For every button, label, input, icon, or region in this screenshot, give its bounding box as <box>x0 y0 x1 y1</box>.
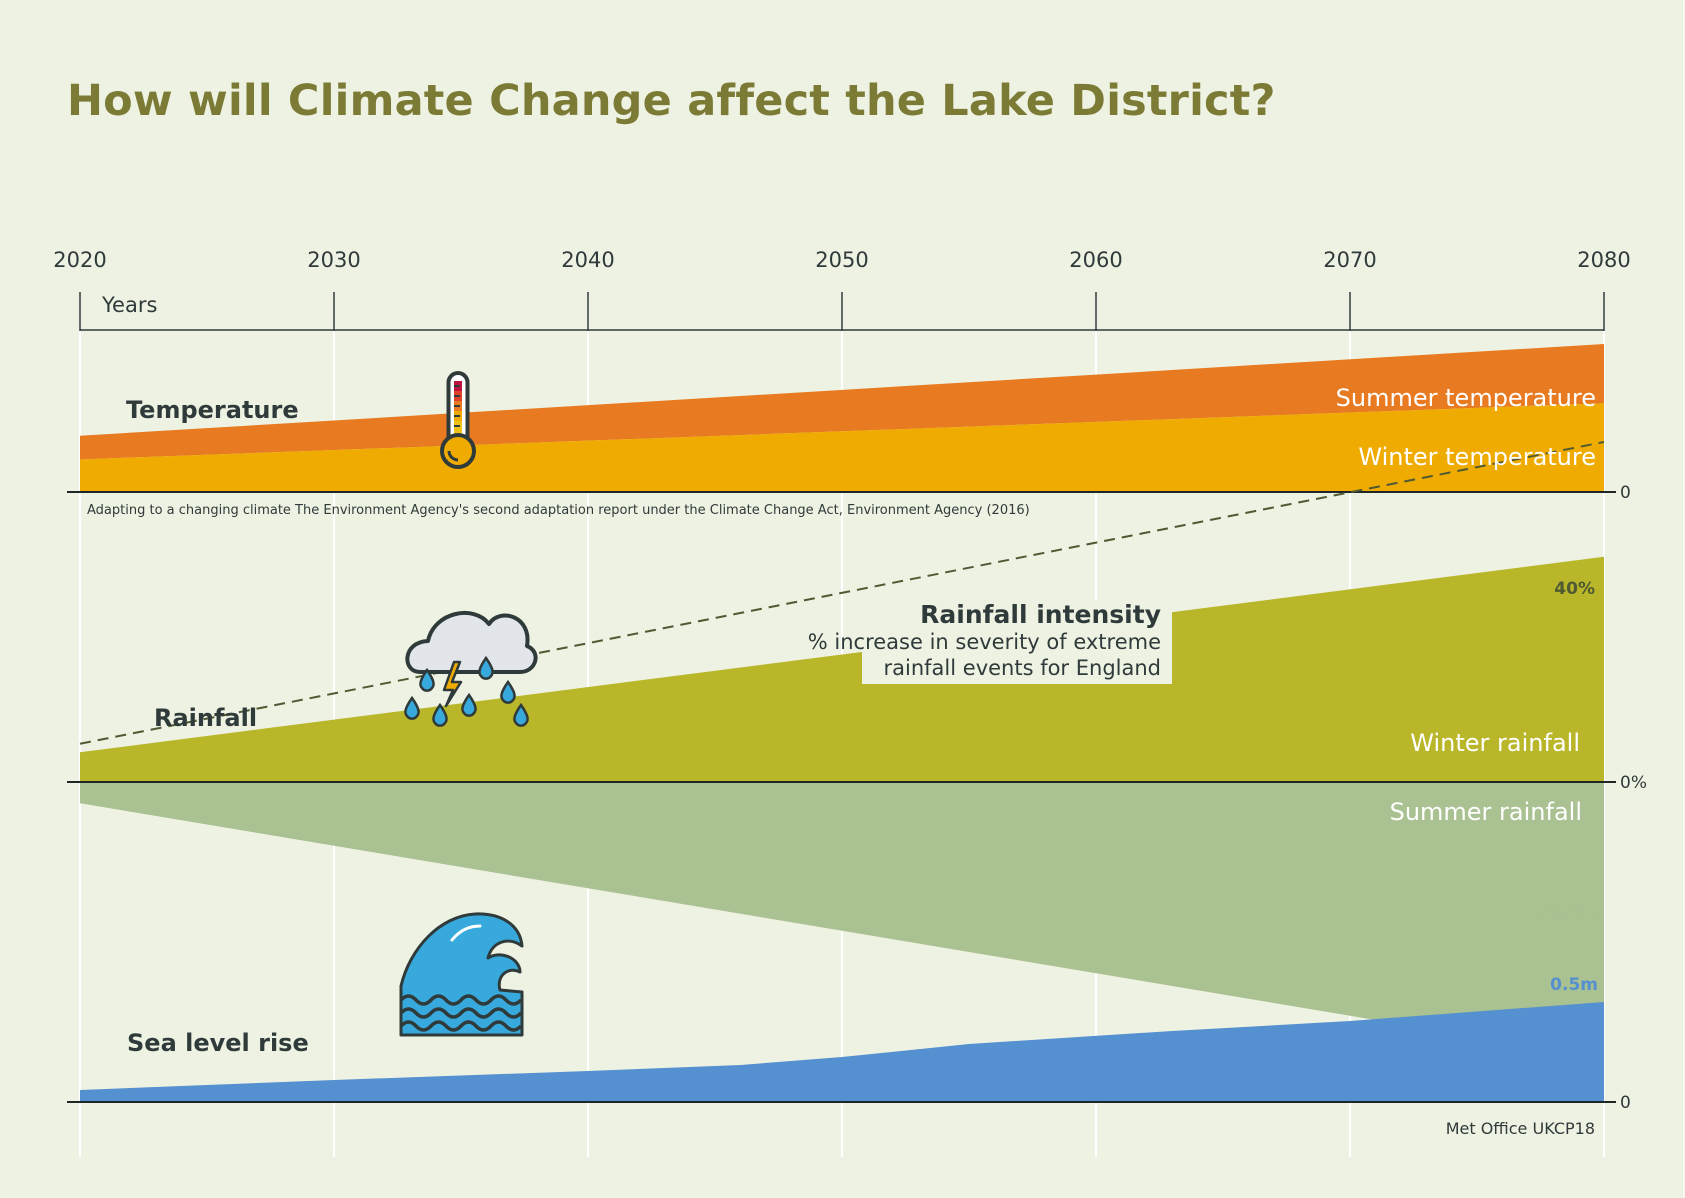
sea-level-source: Met Office UKCP18 <box>1446 1119 1595 1138</box>
summer-rainfall-label: Summer rainfall <box>1390 798 1582 826</box>
data-areas <box>80 344 1604 1102</box>
temperature-max-label: +5° <box>1567 343 1602 363</box>
sea-level-zero-label: 0 <box>1620 1093 1631 1113</box>
rainfall-zero-label: 0% <box>1620 773 1647 793</box>
temperature-source: Adapting to a changing climate The Envir… <box>87 503 1030 518</box>
summer-rainfall-min-label: -32.5% <box>1532 905 1598 925</box>
summer-temperature-label: Summer temperature <box>1336 384 1596 412</box>
year-axis: 2020 2030 2040 2050 2060 2070 2080 Years <box>53 248 1631 331</box>
rainfall-intensity-label-background <box>862 600 1172 684</box>
year-label-2050: 2050 <box>815 248 868 272</box>
year-label-2060: 2060 <box>1069 248 1122 272</box>
winter-rainfall-label: Winter rainfall <box>1410 729 1580 757</box>
rainfall-intensity-subtitle-1: rainfall events for England <box>884 656 1161 680</box>
rainfall-section-label: Rainfall <box>154 704 257 732</box>
year-label-2070: 2070 <box>1323 248 1376 272</box>
area-summer-rainfall <box>80 782 1604 1059</box>
rainfall-intensity-line <box>79 441 1605 745</box>
chart-text: 0 +5° Summer temperature Winter temperature… <box>87 343 1647 1138</box>
winter-temperature-label: Winter temperature <box>1358 443 1596 471</box>
temperature-zero-label: 0 <box>1620 483 1631 503</box>
year-label-2030: 2030 <box>307 248 360 272</box>
year-label-2080: 2080 <box>1577 248 1630 272</box>
winter-rainfall-max-label: 26.5% <box>1541 642 1600 662</box>
year-label-2020: 2020 <box>53 248 106 272</box>
temperature-section-label: Temperature <box>126 396 299 424</box>
sea-level-section-label: Sea level rise <box>127 1029 309 1057</box>
area-winter-rainfall <box>80 556 1604 782</box>
rainfall-intensity-title: Rainfall intensity <box>920 600 1161 629</box>
rainfall-intensity-max-label: 40% <box>1554 579 1595 599</box>
area-winter-temperature <box>80 403 1604 492</box>
rainfall-intensity-subtitle-0: % increase in severity of extreme <box>808 630 1161 654</box>
page-title: How will Climate Change affect the Lake … <box>67 76 1276 126</box>
thermometer-icon <box>440 371 476 469</box>
axis-label-years: Years <box>101 293 157 317</box>
area-sea-level-rise <box>80 1002 1604 1102</box>
baselines <box>67 441 1616 1103</box>
wave-icon <box>399 912 524 1037</box>
storm-cloud-icon <box>404 610 538 727</box>
year-label-2040: 2040 <box>561 248 614 272</box>
sea-level-max-label: 0.5m <box>1550 975 1598 995</box>
